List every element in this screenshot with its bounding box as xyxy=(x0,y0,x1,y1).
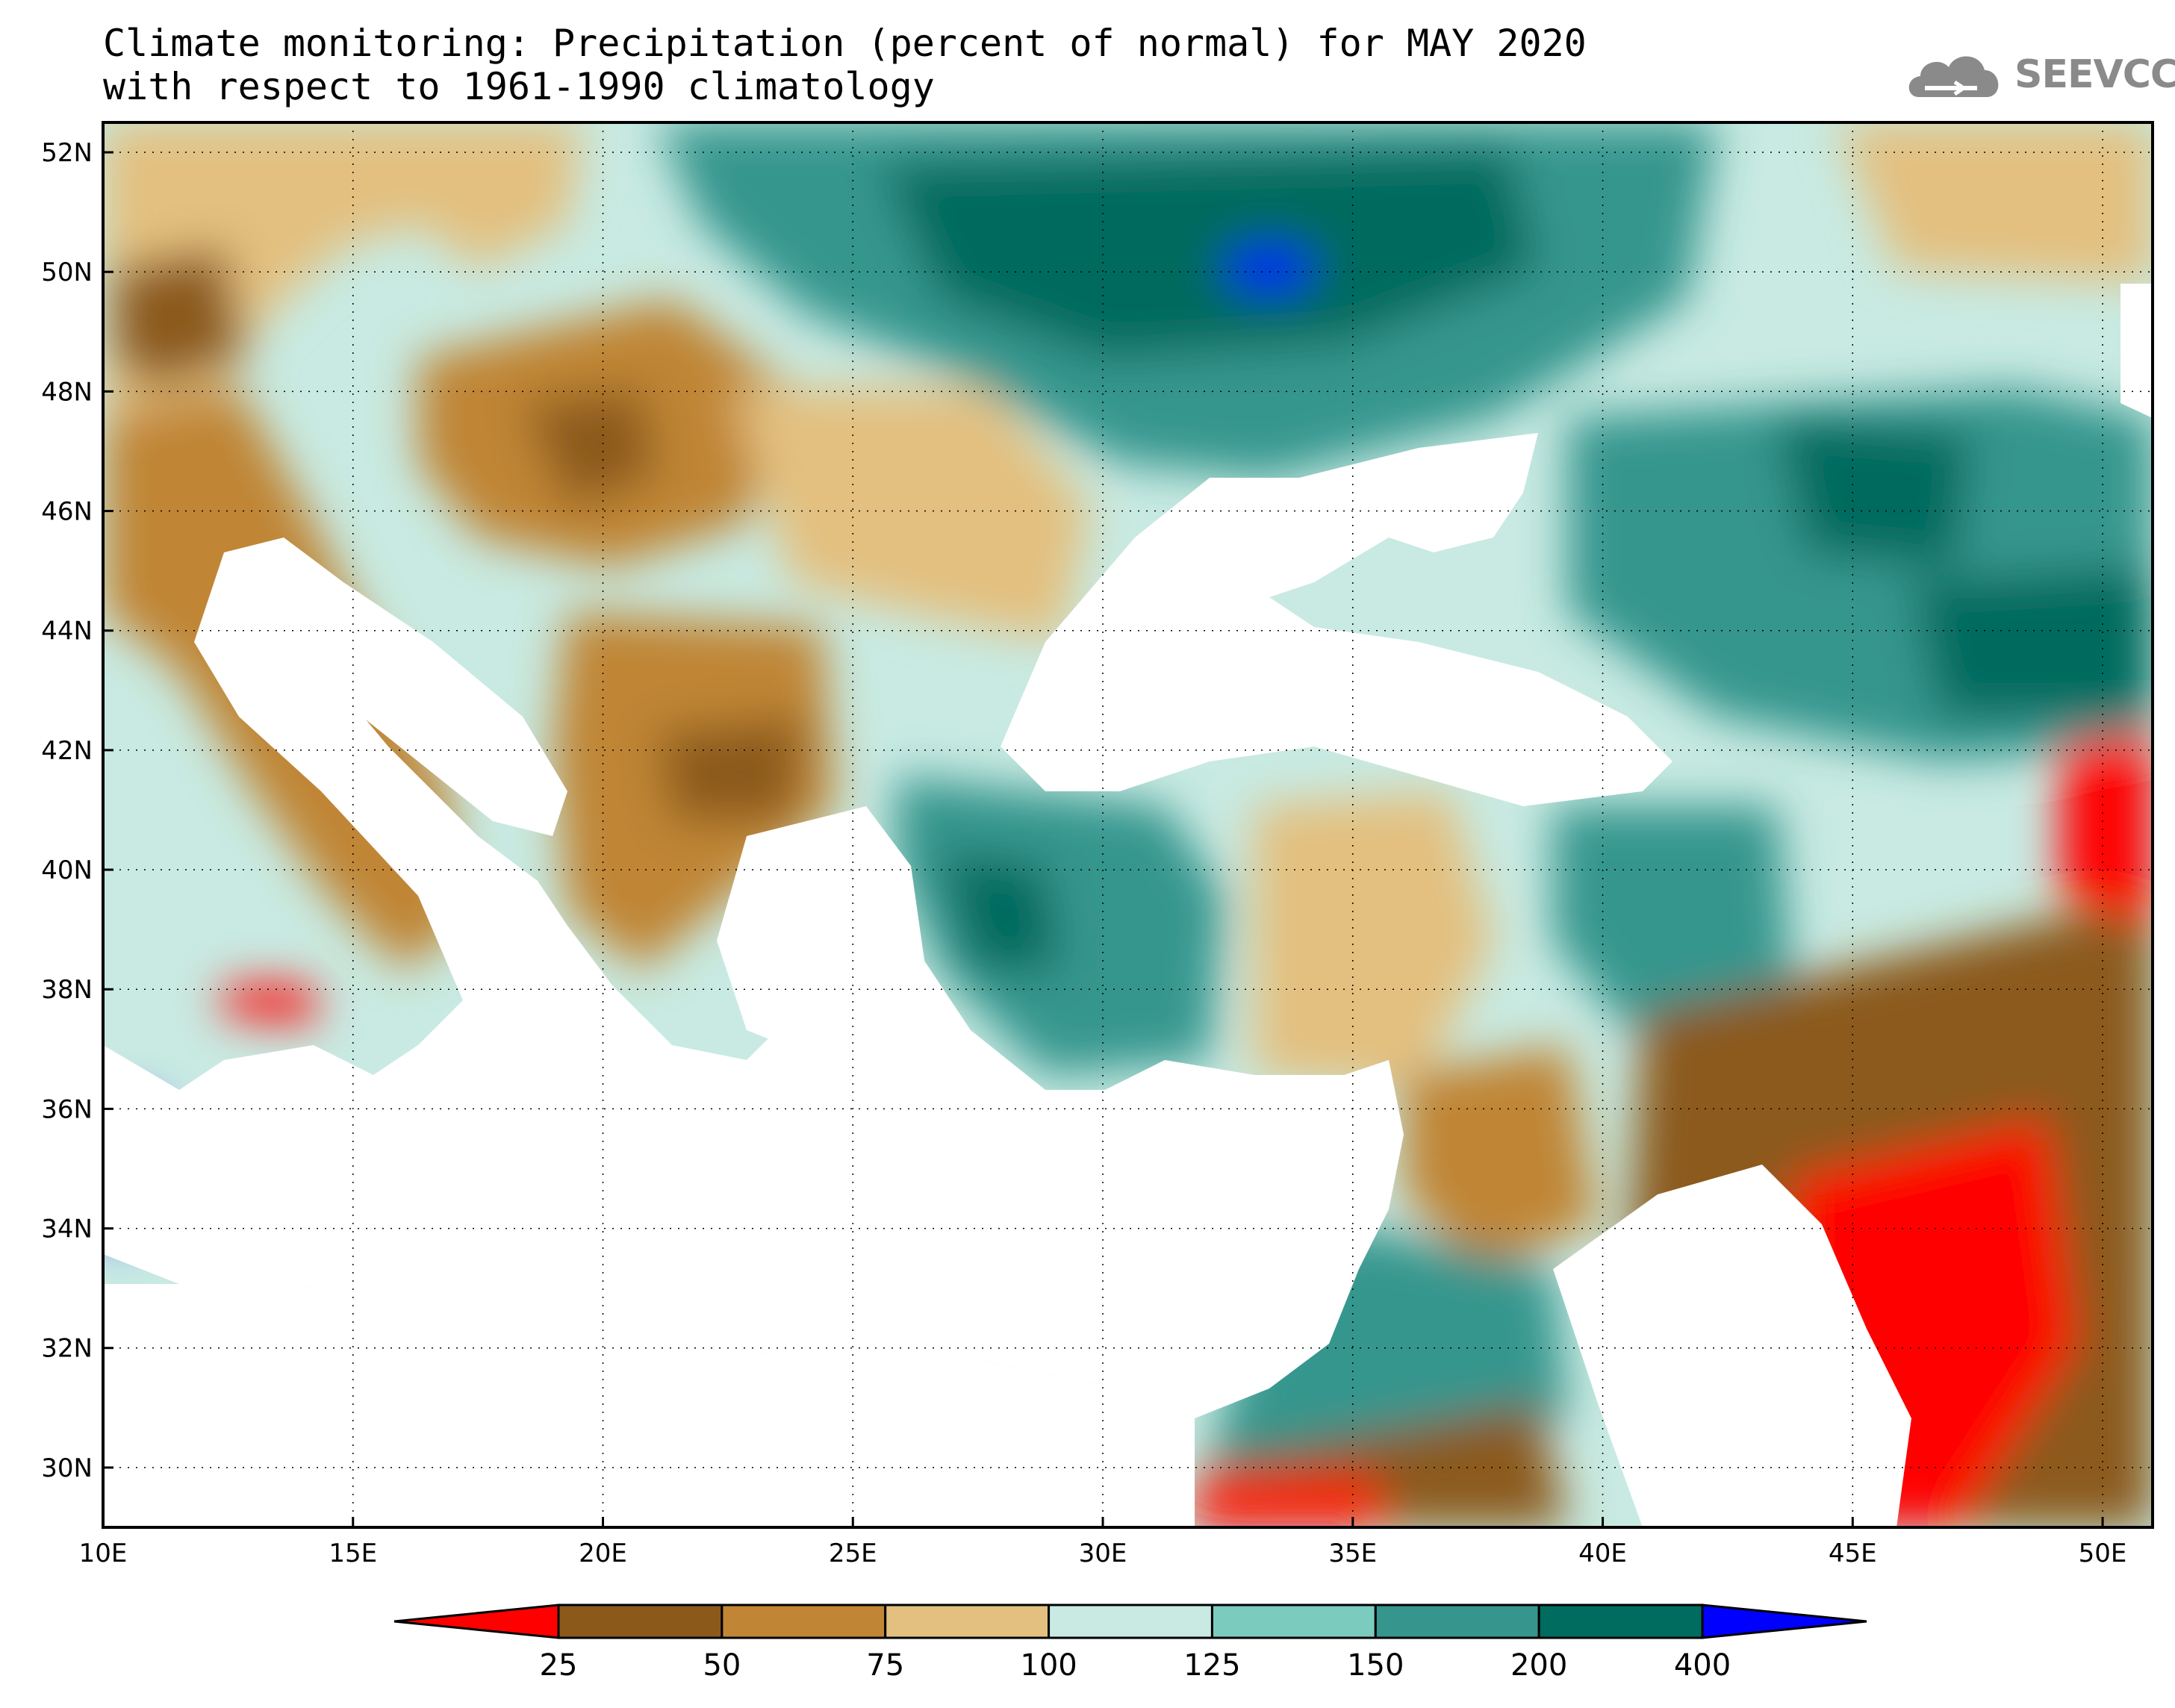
y-tick-label: 40N xyxy=(41,855,93,885)
arabia-no-data xyxy=(1553,1165,1911,1527)
field-very-dry-sicily xyxy=(224,985,314,1023)
colorbar-label: 75 xyxy=(866,1648,904,1683)
x-tick-label: 45E xyxy=(1829,1539,1877,1568)
colorbar-swatch xyxy=(884,1603,1051,1639)
north-africa-land xyxy=(103,1284,1195,1527)
colorbar-swatch xyxy=(1537,1603,1704,1639)
x-axis-ticks: 10E 15E 20E 25E 30E 35E 40E 45E 50E xyxy=(79,1517,2127,1568)
y-tick-label: 36N xyxy=(41,1094,93,1124)
colorbar-swatch xyxy=(557,1603,724,1639)
field-very-dry-egypt xyxy=(1195,1478,1389,1527)
y-tick-label: 30N xyxy=(41,1453,93,1483)
x-tick-label: 15E xyxy=(329,1539,377,1568)
y-tick-label: 34N xyxy=(41,1215,93,1244)
colorbar-label: 25 xyxy=(540,1648,578,1683)
x-tick-label: 20E xyxy=(579,1539,627,1568)
colorbar-swatch xyxy=(1210,1603,1377,1639)
colorbar-label: 125 xyxy=(1183,1648,1240,1683)
field-very-wet-west-turkey xyxy=(941,851,1060,970)
logo-text: SEEVCCC xyxy=(2014,52,2175,97)
field-dry-central-turkey xyxy=(1254,791,1493,1090)
map-title-line2: with respect to 1961-1990 climatology xyxy=(103,65,935,108)
y-tick-label: 32N xyxy=(41,1334,93,1364)
field-very-wet-caucasus xyxy=(1911,567,2153,717)
colorbar-swatch xyxy=(1048,1603,1213,1639)
colorbar-label: 400 xyxy=(1674,1648,1731,1683)
seevccc-logo: SEEVCCC xyxy=(1902,42,2175,109)
map-frame xyxy=(102,121,2154,1529)
x-tick-label: 50E xyxy=(2079,1539,2127,1568)
y-axis-ticks: 30N 32N 34N 36N 38N 40N 42N 44N 46N 48N 50N 52N xyxy=(41,138,113,1483)
adriatic-sea xyxy=(224,537,567,836)
y-tick-label: 42N xyxy=(41,736,93,766)
y-tick-label: 50N xyxy=(41,258,93,287)
colorbar-extend-high xyxy=(1701,1603,1867,1639)
colorbar-label: 200 xyxy=(1510,1648,1567,1683)
y-tick-label: 46N xyxy=(41,497,93,527)
colorbar-label: 50 xyxy=(703,1648,741,1683)
y-tick-label: 38N xyxy=(41,975,93,1005)
field-dry-northeast xyxy=(1837,122,2153,284)
field-wet-west-turkey xyxy=(896,776,1225,1075)
map-title-line1: Climate monitoring: Precipitation (perce… xyxy=(103,22,1587,65)
field-dry-romania xyxy=(732,388,1090,642)
y-tick-label: 48N xyxy=(41,377,93,407)
aegean-sea xyxy=(717,806,926,1060)
x-tick-label: 25E xyxy=(829,1539,877,1568)
black-sea xyxy=(1001,433,1673,806)
colorbar-label: 100 xyxy=(1020,1648,1077,1683)
field-wet-east-turkey xyxy=(1553,806,1792,1030)
cloud-icon xyxy=(1908,56,1999,97)
field-very-dry-balkan xyxy=(657,717,806,821)
field-dry-syria xyxy=(1404,1045,1598,1269)
colorbar-swatch xyxy=(721,1603,887,1639)
x-tick-label: 30E xyxy=(1079,1539,1127,1568)
colorbar: 25 50 75 100 125 150 200 400 xyxy=(393,1603,1867,1683)
mediterranean-sea xyxy=(103,552,1404,1418)
field-extreme-wet-ukraine xyxy=(1225,246,1314,291)
x-tick-label: 40E xyxy=(1578,1539,1627,1568)
x-tick-label: 35E xyxy=(1328,1539,1377,1568)
y-tick-label: 52N xyxy=(41,138,93,168)
field-very-dry-north-italy xyxy=(112,246,246,388)
y-tick-label: 44N xyxy=(41,617,93,646)
kazakhstan-no-data xyxy=(2120,284,2153,418)
field-very-wet-ukraine xyxy=(881,149,1538,358)
field-very-dry-hungary xyxy=(523,388,657,508)
x-tick-label: 10E xyxy=(79,1539,128,1568)
colorbar-swatch xyxy=(1374,1603,1540,1639)
colorbar-extend-low xyxy=(393,1603,560,1639)
colorbar-label: 150 xyxy=(1347,1648,1404,1683)
field-very-dry-iran xyxy=(2061,732,2153,926)
field-very-wet-russia xyxy=(1777,418,1971,567)
